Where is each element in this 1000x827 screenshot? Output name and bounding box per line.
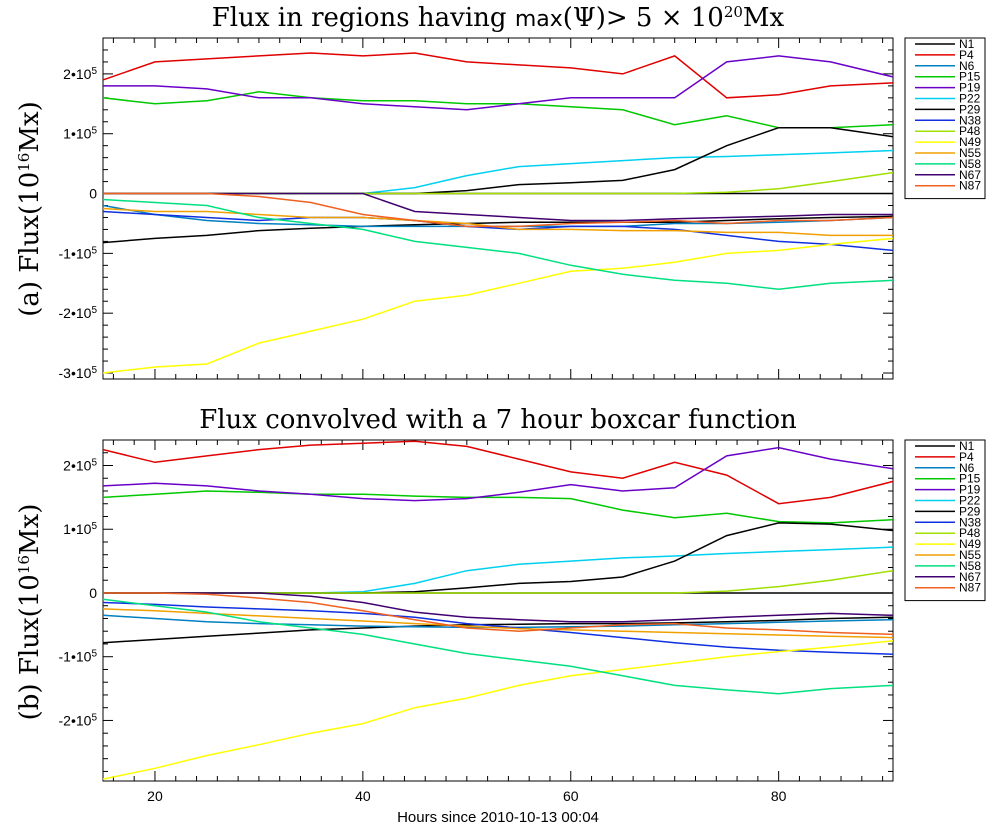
legend-label: N38: [959, 515, 981, 529]
legend-label: N49: [959, 135, 981, 149]
y-tick-label: -3•105: [59, 365, 98, 382]
panel-b-ylabel: (b) Flux(1016Mx): [15, 504, 45, 721]
legend-label: P4: [959, 450, 974, 464]
x-tick-label: 60: [563, 788, 579, 804]
y-tick-label: 1•105: [63, 125, 97, 142]
legend-label: N67: [959, 570, 981, 584]
legend-label: N38: [959, 113, 981, 127]
series-line-P29: [103, 126, 894, 195]
series-line-N67: [103, 192, 893, 222]
legend-label: N67: [959, 168, 981, 182]
series-line-N38: [102, 210, 894, 252]
series-line-N67: [103, 592, 894, 623]
series-line-N1: [102, 215, 894, 244]
x-tick-label: 80: [771, 788, 787, 804]
legend-label: P19: [959, 483, 981, 497]
series-line-N38: [102, 601, 894, 655]
panel-b-series: [102, 440, 894, 780]
legend-box: [904, 439, 986, 602]
series-line-N58: [102, 198, 894, 291]
legend-label: N1: [959, 439, 975, 453]
legend-label: N87: [959, 581, 981, 595]
y-tick-label: -2•105: [59, 305, 98, 322]
series-line-P48: [103, 171, 894, 195]
legend-label: P15: [959, 70, 981, 84]
panel-b-title: Flux convolved with a 7 hour boxcar func…: [199, 405, 797, 435]
panel-b-xlabel: Hours since 2010-10-13 00:04: [397, 809, 599, 826]
legend-label: P48: [959, 526, 981, 540]
y-tick-label: -1•105: [59, 245, 98, 262]
legend-label: P22: [959, 494, 981, 508]
y-tick-label: -2•105: [59, 712, 98, 729]
series-line-N49: [102, 237, 894, 374]
panel-a-title: Flux in regions having max(Ψ)> 5 × 1020M…: [212, 3, 785, 33]
y-tick-label: 0: [89, 186, 97, 202]
series-line-P29: [103, 522, 894, 594]
series-line-P22: [103, 546, 894, 594]
legend-label: N55: [959, 548, 981, 562]
series-line-P4: [102, 52, 894, 99]
legend-label: N1: [959, 37, 975, 51]
legend-label: P48: [959, 124, 981, 138]
x-tick-label: 20: [147, 788, 163, 804]
y-tick-label: 2•105: [63, 457, 97, 474]
series-line-N55: [102, 608, 894, 639]
series-line-N49: [102, 640, 894, 780]
legend-label: N6: [959, 461, 975, 475]
legend-label: N58: [959, 157, 981, 171]
legend-label: N87: [959, 179, 981, 193]
panel-b: Flux convolved with a 7 hour boxcar func…: [15, 405, 986, 826]
series-line-P15: [102, 490, 894, 524]
legend-label: N49: [959, 537, 981, 551]
y-tick-label: 1•105: [63, 521, 97, 538]
legend-label: P15: [959, 472, 981, 486]
legend-label: N6: [959, 59, 975, 73]
legend-label: P19: [959, 81, 981, 95]
legend-label: P29: [959, 102, 981, 116]
series-line-P19: [103, 55, 894, 111]
series-line-P19: [102, 446, 894, 502]
series-line-P4: [102, 440, 894, 505]
panel-a-series: [102, 52, 894, 374]
panel-a-ylabel: (a) Flux(1016Mx): [15, 101, 45, 317]
y-tick-label: -1•105: [59, 648, 98, 665]
y-tick-label: 0: [89, 585, 97, 601]
series-line-N58: [102, 598, 894, 695]
panel-b-ticks: 20 40 60 80 2•105 1•105 0 -1•105 -2•105: [59, 439, 893, 804]
legend-label: P22: [959, 92, 981, 106]
series-line-N87: [103, 192, 894, 228]
series-line-P15: [102, 91, 894, 129]
series-line-N87: [103, 592, 894, 636]
series-line-P48: [103, 569, 894, 594]
legend-box: [904, 37, 986, 200]
panel-a: Flux in regions having max(Ψ)> 5 × 1020M…: [15, 3, 986, 382]
y-tick-label: 2•105: [63, 65, 97, 82]
legend-label: N55: [959, 146, 981, 160]
panel-a-ticks: 2•105 1•105 0 -1•105 -2•105 -3•105: [59, 37, 893, 382]
series-line-N1: [102, 616, 894, 644]
panel-b-plot-frame: [102, 439, 894, 782]
legend-label: N58: [959, 559, 981, 573]
x-tick-label: 40: [355, 788, 371, 804]
legend-label: P29: [959, 504, 981, 518]
legend-label: P4: [959, 48, 974, 62]
